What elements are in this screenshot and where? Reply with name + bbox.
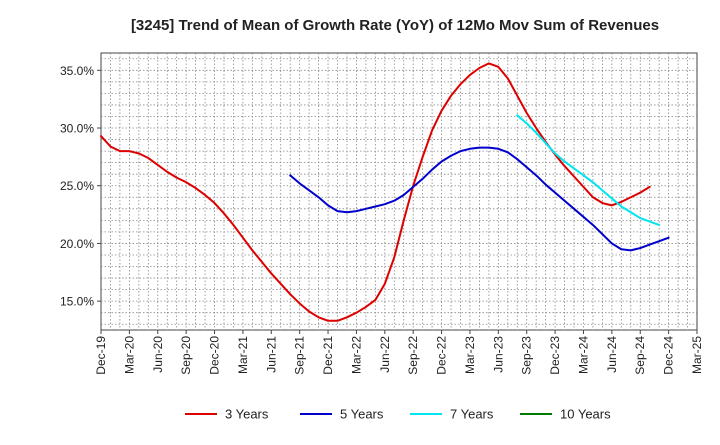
y-tick-label: 30.0% xyxy=(60,122,94,136)
x-tick-label: Sep-22 xyxy=(406,336,420,375)
x-tick-label: Dec-24 xyxy=(662,336,676,375)
legend-label: 3 Years xyxy=(225,407,269,422)
x-tick-label: Mar-24 xyxy=(576,336,590,374)
x-tick-label: Dec-21 xyxy=(321,336,335,375)
legend-label: 10 Years xyxy=(560,407,611,422)
plot-frame xyxy=(100,52,698,331)
legend-label: 7 Years xyxy=(450,407,494,422)
x-tick-label: Jun-21 xyxy=(264,336,278,373)
x-tick-label: Jun-22 xyxy=(378,336,392,373)
x-tick-label: Jun-20 xyxy=(151,336,165,373)
y-tick-label: 20.0% xyxy=(60,237,94,251)
y-tick-label: 25.0% xyxy=(60,179,94,193)
x-tick-label: Mar-25 xyxy=(690,336,704,374)
legend: 3 Years 5 Years 7 Years 10 Years xyxy=(185,407,611,422)
series-lines xyxy=(100,62,670,322)
x-tick-label: Dec-20 xyxy=(208,336,222,375)
x-tick-label: Sep-20 xyxy=(179,336,193,375)
y-axis: 15.0% 20.0% 25.0% 30.0% 35.0% xyxy=(60,64,101,309)
x-tick-label: Jun-23 xyxy=(491,336,505,373)
y-tick-label: 15.0% xyxy=(60,295,94,309)
series-line-3-years xyxy=(100,62,651,322)
x-axis: Dec-19 Mar-20 Jun-20 Sep-20 Dec-20 Mar-21 Jun-… xyxy=(94,330,704,375)
grid-lines xyxy=(101,53,697,330)
series-line-7-years xyxy=(516,114,661,226)
x-tick-label: Dec-23 xyxy=(548,336,562,375)
x-tick-label: Mar-20 xyxy=(122,336,136,374)
x-tick-label: Mar-22 xyxy=(349,336,363,374)
x-tick-label: Mar-21 xyxy=(236,336,250,374)
legend-label: 5 Years xyxy=(340,407,384,422)
plot-area xyxy=(100,52,698,331)
x-tick-label: Dec-19 xyxy=(94,336,108,375)
series-line-5-years xyxy=(289,146,670,252)
x-tick-label: Mar-23 xyxy=(463,336,477,374)
x-tick-label: Sep-23 xyxy=(520,336,534,375)
x-tick-label: Sep-24 xyxy=(633,336,647,375)
x-tick-label: Jun-24 xyxy=(605,336,619,373)
chart-title: [3245] Trend of Mean of Growth Rate (YoY… xyxy=(131,17,659,34)
x-tick-label: Sep-21 xyxy=(293,336,307,375)
y-tick-label: 35.0% xyxy=(60,64,94,78)
x-tick-label: Dec-22 xyxy=(435,336,449,375)
